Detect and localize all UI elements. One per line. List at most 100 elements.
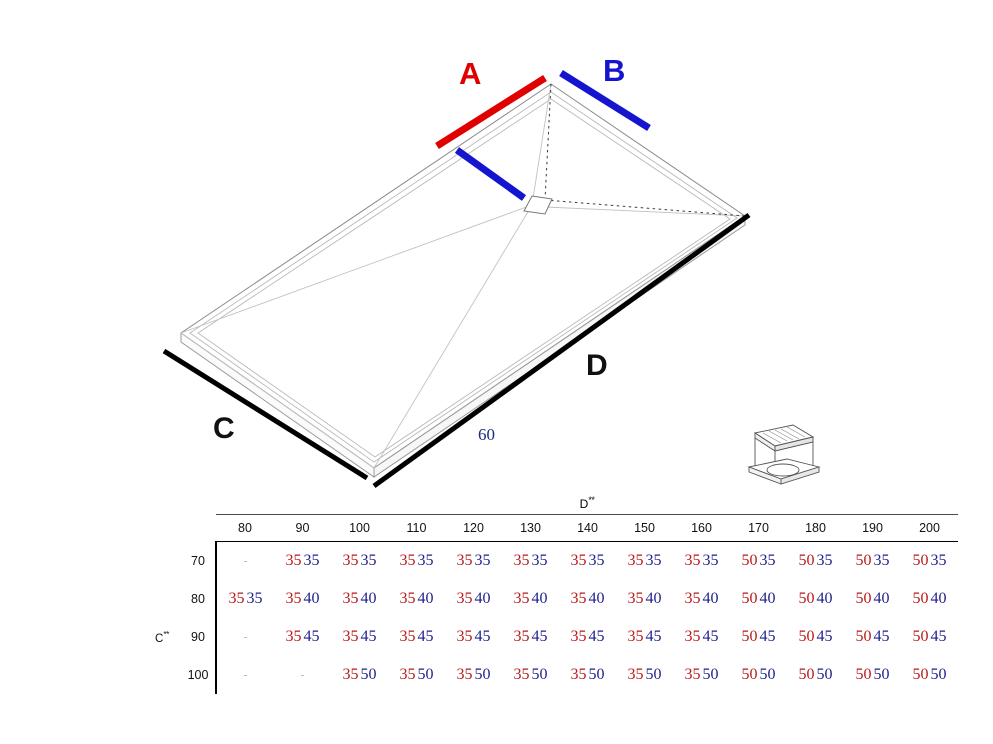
value-blue: 35 (474, 552, 491, 569)
cell-c100-d170: 50 50 (730, 656, 787, 694)
cell-c100-d180: 50 50 (787, 656, 844, 694)
dimension-label-a: A (459, 56, 482, 91)
value-blue: 50 (531, 666, 548, 683)
column-header-80: 80 (216, 514, 274, 542)
drain-square (523, 195, 553, 215)
value-red: 35 (627, 666, 644, 683)
dimension-bar-b-lower (454, 147, 527, 201)
cell-c80-d200: 50 40 (901, 580, 958, 618)
value-blue: 40 (360, 590, 377, 607)
value-blue: 40 (417, 590, 434, 607)
cell-c100-d120: 35 50 (445, 656, 502, 694)
value-blue: 40 (588, 590, 605, 607)
value-blue: 35 (303, 552, 320, 569)
value-blue: 50 (702, 666, 719, 683)
empty-value-dash: - (243, 629, 248, 644)
value-red: 35 (570, 552, 587, 569)
value-red: 35 (627, 590, 644, 607)
value-blue: 50 (759, 666, 776, 683)
dimension-label-d: D (586, 349, 608, 382)
value-blue: 35 (930, 552, 947, 569)
value-blue: 35 (645, 552, 662, 569)
column-header-190: 190 (844, 514, 901, 542)
value-red: 35 (285, 628, 302, 645)
table-row: 80 35 35 35 40 35 40 35 40 35 40 35 40 35 40 35 40 35 40 50… (143, 580, 958, 618)
dimension-label-c: C (213, 412, 235, 445)
value-red: 35 (285, 552, 302, 569)
value-blue: 50 (930, 666, 947, 683)
cell-c70-d100: 35 35 (331, 542, 388, 581)
cell-c90-d80: - (216, 618, 274, 656)
value-red: 35 (570, 666, 587, 683)
value-blue: 50 (360, 666, 377, 683)
cell-c100-d190: 50 50 (844, 656, 901, 694)
cell-c70-d90: 35 35 (274, 542, 331, 581)
value-red: 35 (399, 552, 416, 569)
value-red: 35 (456, 590, 473, 607)
cell-c90-d190: 50 45 (844, 618, 901, 656)
value-blue: 45 (588, 628, 605, 645)
value-blue: 45 (645, 628, 662, 645)
value-blue: 40 (303, 590, 320, 607)
cell-c90-d200: 50 45 (901, 618, 958, 656)
column-axis-label: D** (216, 492, 958, 515)
drain-grate-detail-icon (747, 424, 821, 485)
cell-c80-d110: 35 40 (388, 580, 445, 618)
cell-c80-d130: 35 40 (502, 580, 559, 618)
value-red: 35 (627, 628, 644, 645)
dimension-label-b: B (603, 53, 626, 88)
value-blue: 50 (417, 666, 434, 683)
value-red: 50 (855, 590, 872, 607)
column-header-90: 90 (274, 514, 331, 542)
cell-c80-d120: 35 40 (445, 580, 502, 618)
value-red: 35 (456, 552, 473, 569)
column-header-200: 200 (901, 514, 958, 542)
depth-label: 60 (478, 425, 495, 444)
column-axis-letter: D (579, 497, 589, 511)
value-blue: 35 (360, 552, 377, 569)
dimension-table: D** 80 90 100 110 120 130 140 150 160 170 180 190 200… (143, 492, 958, 694)
cell-c70-d190: 50 35 (844, 542, 901, 581)
table-column-header-row: 80 90 100 110 120 130 140 150 160 170 180 190 200 (143, 514, 958, 542)
column-header-100: 100 (331, 514, 388, 542)
value-red: 50 (741, 590, 758, 607)
empty-value-dash: - (243, 553, 248, 568)
value-red: 35 (456, 666, 473, 683)
value-red: 35 (684, 590, 701, 607)
value-red: 50 (741, 666, 758, 683)
cell-c100-d110: 35 50 (388, 656, 445, 694)
row-axis-label (143, 580, 181, 618)
empty-value-dash: - (300, 667, 305, 682)
value-red: 35 (570, 590, 587, 607)
value-blue: 40 (702, 590, 719, 607)
row-header-90: 90 (181, 618, 217, 656)
row-axis-letter: C (155, 632, 164, 645)
value-blue: 50 (816, 666, 833, 683)
value-red: 35 (570, 628, 587, 645)
column-header-140: 140 (559, 514, 616, 542)
cell-c90-d170: 50 45 (730, 618, 787, 656)
cell-c90-d160: 35 45 (673, 618, 730, 656)
cell-c70-d160: 35 35 (673, 542, 730, 581)
cell-c100-d160: 35 50 (673, 656, 730, 694)
value-blue: 40 (816, 590, 833, 607)
dimension-bar-a (435, 75, 547, 149)
cell-c80-d100: 35 40 (331, 580, 388, 618)
value-blue: 45 (303, 628, 320, 645)
value-blue: 45 (873, 628, 890, 645)
value-blue: 35 (531, 552, 548, 569)
cell-c80-d150: 35 40 (616, 580, 673, 618)
value-blue: 40 (930, 590, 947, 607)
value-blue: 35 (759, 552, 776, 569)
value-red: 50 (798, 666, 815, 683)
cell-c70-d180: 50 35 (787, 542, 844, 581)
empty-value-dash: - (243, 667, 248, 682)
value-blue: 50 (474, 666, 491, 683)
cell-c80-d180: 50 40 (787, 580, 844, 618)
value-red: 35 (684, 628, 701, 645)
value-blue: 45 (759, 628, 776, 645)
column-axis-stars: ** (588, 495, 595, 505)
value-red: 50 (912, 628, 929, 645)
cell-c100-d200: 50 50 (901, 656, 958, 694)
